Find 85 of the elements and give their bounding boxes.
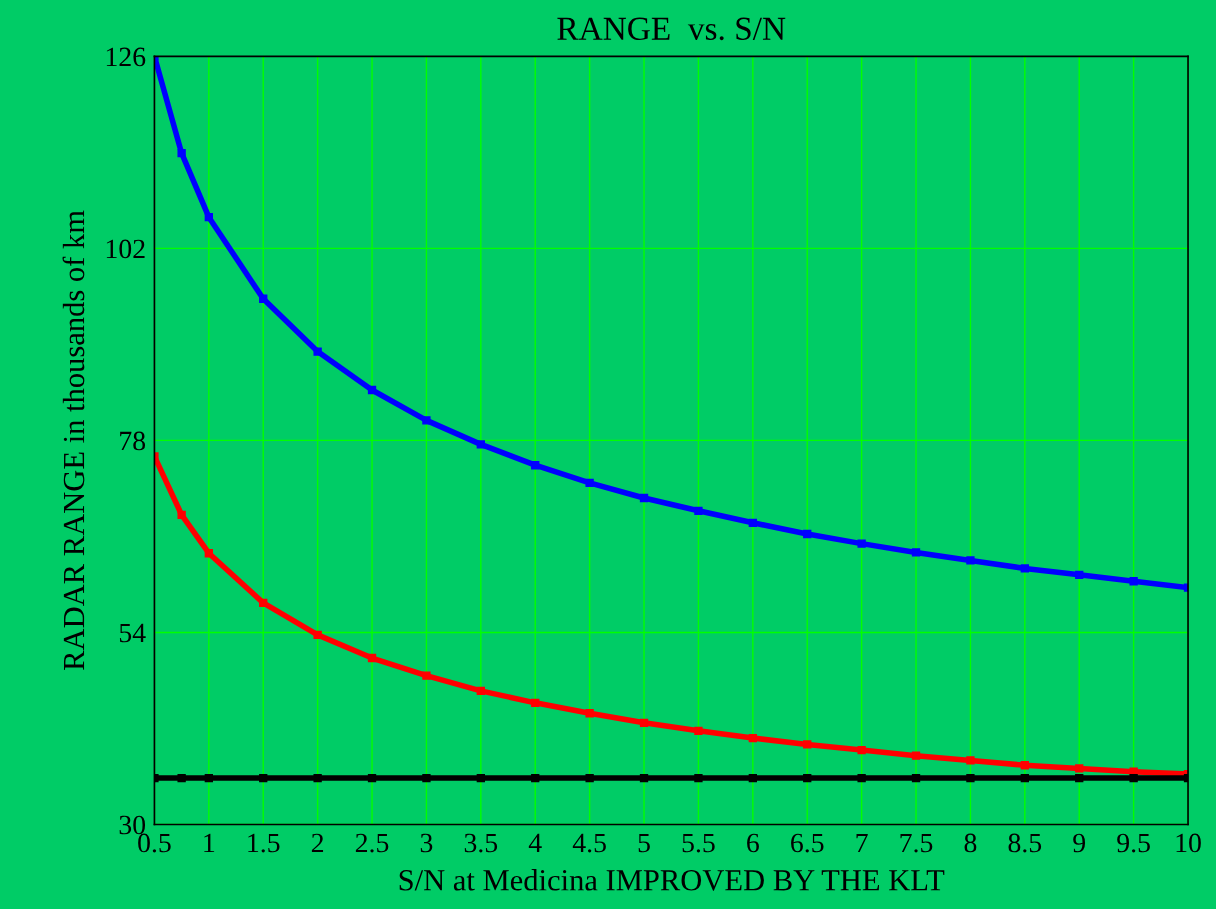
point [177,773,186,783]
x-tick-label: 1 [204,833,215,853]
point [639,493,649,503]
point [476,440,485,449]
x-tick-label: 6.5 [791,833,824,853]
point [803,529,812,539]
point [639,718,649,728]
x-tick-label: 0.5 [138,833,171,853]
point [367,653,377,663]
point [204,549,213,558]
point [748,733,757,743]
point [857,745,866,755]
x-tick-label: 3 [420,833,433,853]
point [639,773,649,783]
point [1129,773,1138,783]
point [1020,773,1029,783]
y-axis-title: RADAR RANGE in thousands of km [62,210,85,670]
point [204,773,213,783]
x-tick-label: 8 [964,833,977,853]
x-tick-label: 6 [747,833,759,853]
x-tick-label: 10 [1176,833,1201,853]
point [1075,773,1084,783]
point [531,461,540,470]
point [313,630,322,640]
point [694,773,703,783]
point [313,773,322,783]
point [259,294,268,303]
point [476,773,485,783]
point [204,213,213,222]
point [585,773,594,783]
point [911,548,921,557]
y-tick-label: 78 [120,431,146,451]
x-tick-label: 4.5 [572,833,606,853]
point [422,416,431,425]
point [367,773,377,783]
y-tick-label: 54 [119,623,146,643]
x-tick-label: 9 [1073,833,1086,853]
point [476,686,485,696]
point [1020,761,1029,770]
x-tick-label: 9.5 [1117,833,1150,853]
point [748,518,757,527]
point [367,385,377,395]
point [313,347,322,356]
x-tick-label: 2 [311,833,324,853]
point [531,698,540,708]
point [1020,564,1029,573]
point [911,751,921,760]
point [422,773,431,783]
point [1129,577,1138,586]
point [966,773,975,783]
point [1075,764,1084,773]
point [803,773,812,783]
point [422,671,431,680]
x-tick-label: 1.5 [248,833,280,853]
y-tick-label: 126 [106,47,146,67]
point [585,709,594,718]
point [857,773,866,783]
x-tick-label: 7 [856,833,868,853]
point [694,726,703,736]
point [177,149,186,158]
x-tick-label: 2.5 [355,833,389,853]
point [857,539,866,548]
point [748,773,757,783]
x-tick-label: 7.5 [900,833,933,853]
point [531,773,540,783]
x-tick-label: 8.5 [1008,833,1042,853]
x-tick-label: 5 [638,833,650,853]
point [966,556,975,565]
chart-title: RANGE vs. S/N [557,17,786,41]
point [911,773,921,783]
point [966,756,975,765]
point [585,478,594,487]
x-tick-label: 3.5 [464,833,498,853]
point [1129,767,1138,776]
point [1075,570,1084,579]
y-tick-label: 30 [119,815,146,835]
point [803,740,812,749]
point [259,598,268,608]
point [694,506,703,515]
x-tick-label: 5.5 [682,833,715,853]
x-tick-label: 4 [528,833,542,853]
point [259,773,268,783]
y-tick-label: 102 [106,239,145,259]
x-axis-title: S/N at Medicina IMPROVED BY THE KLT [399,869,945,891]
point [177,510,186,519]
